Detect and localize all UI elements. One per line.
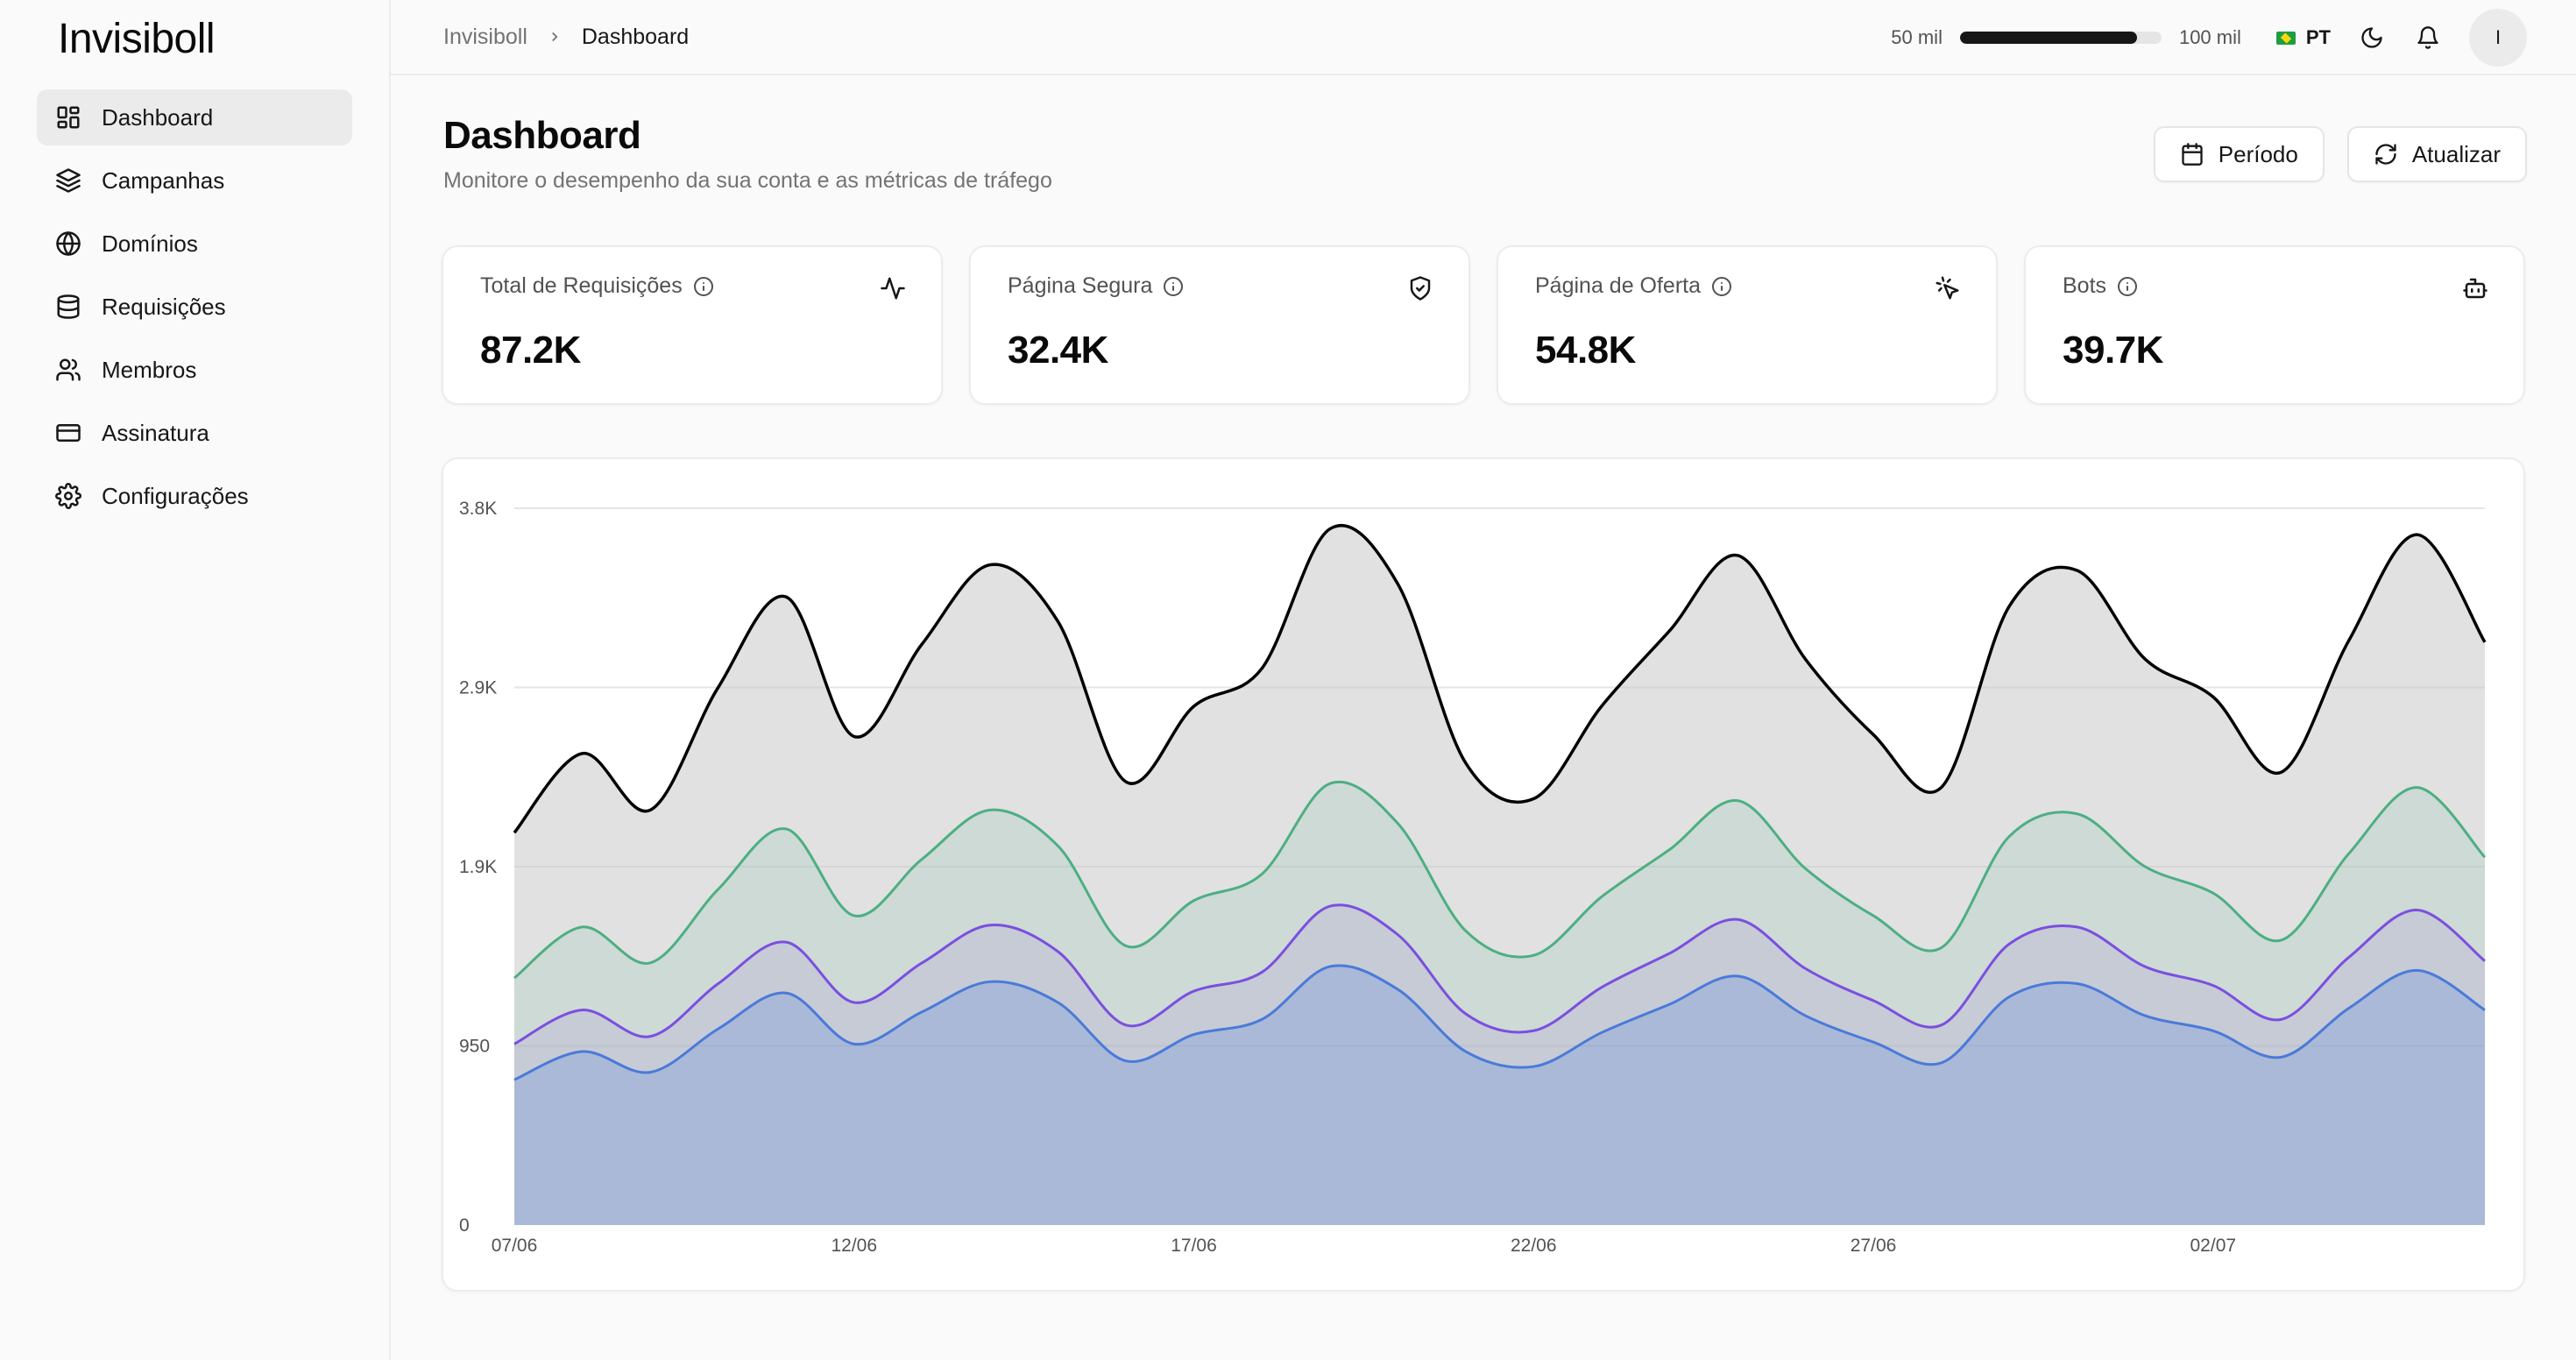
moon-icon[interactable] (2357, 23, 2387, 53)
language-code: PT (2305, 26, 2331, 48)
layout-dashboard-icon (54, 103, 82, 131)
y-tick-label: 1.9K (459, 857, 497, 877)
language-selector[interactable]: PT (2275, 26, 2331, 49)
globe-icon (54, 230, 82, 258)
stat-value: 32.4K (1008, 329, 1108, 372)
usage-progress-fill (1959, 32, 2138, 44)
sidebar-nav: Dashboard Campanhas Domínios Requisições (37, 89, 352, 524)
page-title: Dashboard (443, 114, 641, 157)
refresh-icon (2375, 144, 2396, 165)
brand-logo[interactable]: Invisiboll (58, 15, 216, 62)
shield-check-icon (1407, 275, 1433, 301)
sidebar-item-label: Dashboard (102, 103, 214, 131)
stat-value: 39.7K (2063, 329, 2163, 372)
stat-card-label-row: Total de Requisições (480, 273, 904, 299)
refresh-button[interactable]: Atualizar (2346, 126, 2527, 182)
series-blue-line (513, 964, 2486, 1081)
sidebar-item-label: Domínios (102, 230, 198, 257)
database-icon (54, 293, 82, 321)
credit-card-icon (54, 419, 82, 447)
series-green-area (514, 782, 2485, 1225)
stat-card-safe-page: Página Segura 32.4K (969, 245, 1470, 405)
series-green-line (513, 780, 2487, 980)
stat-label: Bots (2063, 273, 2107, 298)
stats-cards: Total de Requisições 87.2K Página Segura (442, 245, 2525, 405)
usage-progress-bar (1959, 32, 2162, 44)
stat-label: Página Segura (1008, 273, 1153, 298)
sidebar-item-campanhas[interactable]: Campanhas (37, 152, 352, 209)
activity-icon (880, 275, 906, 301)
refresh-button-label: Atualizar (2411, 140, 2501, 167)
main-content: Invisiboll Dashboard 50 mil 100 mil PT (391, 0, 2576, 1360)
usage-min-label: 50 mil (1891, 26, 1943, 48)
stat-card-total-requests: Total de Requisições 87.2K (442, 245, 943, 405)
info-icon[interactable] (1163, 276, 1184, 297)
sidebar-item-dashboard[interactable]: Dashboard (37, 89, 352, 145)
info-icon[interactable] (1711, 276, 1732, 297)
sidebar-item-label: Configurações (102, 482, 249, 509)
gear-icon (54, 482, 82, 510)
breadcrumb: Invisiboll Dashboard (443, 25, 689, 50)
breadcrumb-current: Dashboard (581, 24, 690, 49)
sidebar-item-membros[interactable]: Membros (37, 342, 352, 398)
x-tick-label: 27/06 (1851, 1236, 1897, 1256)
x-tick-label: 17/06 (1171, 1236, 1217, 1256)
sidebar: Invisiboll Dashboard Campanhas Domínios (0, 0, 391, 1360)
stat-label: Página de Oferta (1535, 273, 1702, 298)
period-button-label: Período (2218, 140, 2298, 167)
stat-card-label-row: Página de Oferta (1535, 273, 1959, 299)
traffic-chart-card: 0 950 1.9K 2.9K 3.8K 07/06 12/06 17/06 22/06 27/0… (442, 457, 2525, 1292)
sidebar-item-label: Membros (102, 356, 197, 383)
usage-max-label: 100 mil (2178, 26, 2241, 48)
page-header: Dashboard Monitore o desempenho da sua c… (443, 114, 1052, 194)
sidebar-item-assinatura[interactable]: Assinatura (37, 405, 352, 461)
bell-icon[interactable] (2413, 23, 2443, 53)
sidebar-item-configuracoes[interactable]: Configurações (37, 468, 352, 524)
breadcrumb-root-link[interactable]: Invisiboll (443, 24, 527, 49)
info-icon[interactable] (693, 276, 714, 297)
y-tick-label: 0 (459, 1215, 470, 1236)
page-actions: Período Atualizar (2131, 126, 2527, 182)
series-blue-area (514, 965, 2485, 1225)
y-tick-label: 3.8K (459, 499, 497, 519)
period-button[interactable]: Período (2153, 126, 2325, 182)
mouse-pointer-click-icon (1935, 275, 1961, 301)
info-icon[interactable] (2117, 276, 2138, 297)
stat-card-offer-page: Página de Oferta 54.8K (1497, 245, 1998, 405)
x-tick-label: 02/07 (2190, 1236, 2237, 1256)
x-tick-label: 12/06 (831, 1236, 877, 1256)
topbar: Invisiboll Dashboard 50 mil 100 mil PT (391, 0, 2576, 75)
series-total-line (513, 523, 2487, 834)
brazil-flag-icon (2275, 31, 2296, 45)
page-subtitle: Monitore o desempenho da sua conta e as … (443, 168, 1052, 193)
chevron-right-icon (547, 29, 563, 45)
y-tick-label: 2.9K (459, 678, 497, 698)
stat-card-bots: Bots 39.7K (2024, 245, 2525, 405)
series-total-area (514, 525, 2485, 1225)
stat-value: 87.2K (480, 329, 581, 372)
sidebar-item-label: Assinatura (102, 419, 209, 446)
topbar-actions: 50 mil 100 mil PT I (1891, 0, 2527, 75)
y-tick-label: 950 (459, 1037, 490, 1057)
x-tick-label: 07/06 (492, 1236, 538, 1256)
traffic-area-chart: 0 950 1.9K 2.9K 3.8K 07/06 12/06 17/06 22/06 27/0… (459, 499, 2487, 1256)
sidebar-item-label: Campanhas (102, 166, 225, 194)
stat-value: 54.8K (1535, 329, 1636, 372)
calendar-icon (2182, 143, 2203, 166)
stat-label: Total de Requisições (480, 273, 683, 298)
stat-card-label-row: Página Segura (1008, 273, 1432, 299)
series-purple-line (513, 903, 2486, 1045)
users-icon (54, 356, 82, 384)
stat-card-label-row: Bots (2063, 273, 2487, 299)
sidebar-item-label: Requisições (102, 293, 226, 320)
sidebar-item-dominios[interactable]: Domínios (37, 216, 352, 272)
x-tick-label: 22/06 (1511, 1236, 1557, 1256)
layers-icon (54, 166, 82, 195)
avatar[interactable]: I (2469, 9, 2527, 67)
bot-icon (2462, 275, 2488, 301)
sidebar-item-requisicoes[interactable]: Requisições (37, 279, 352, 335)
